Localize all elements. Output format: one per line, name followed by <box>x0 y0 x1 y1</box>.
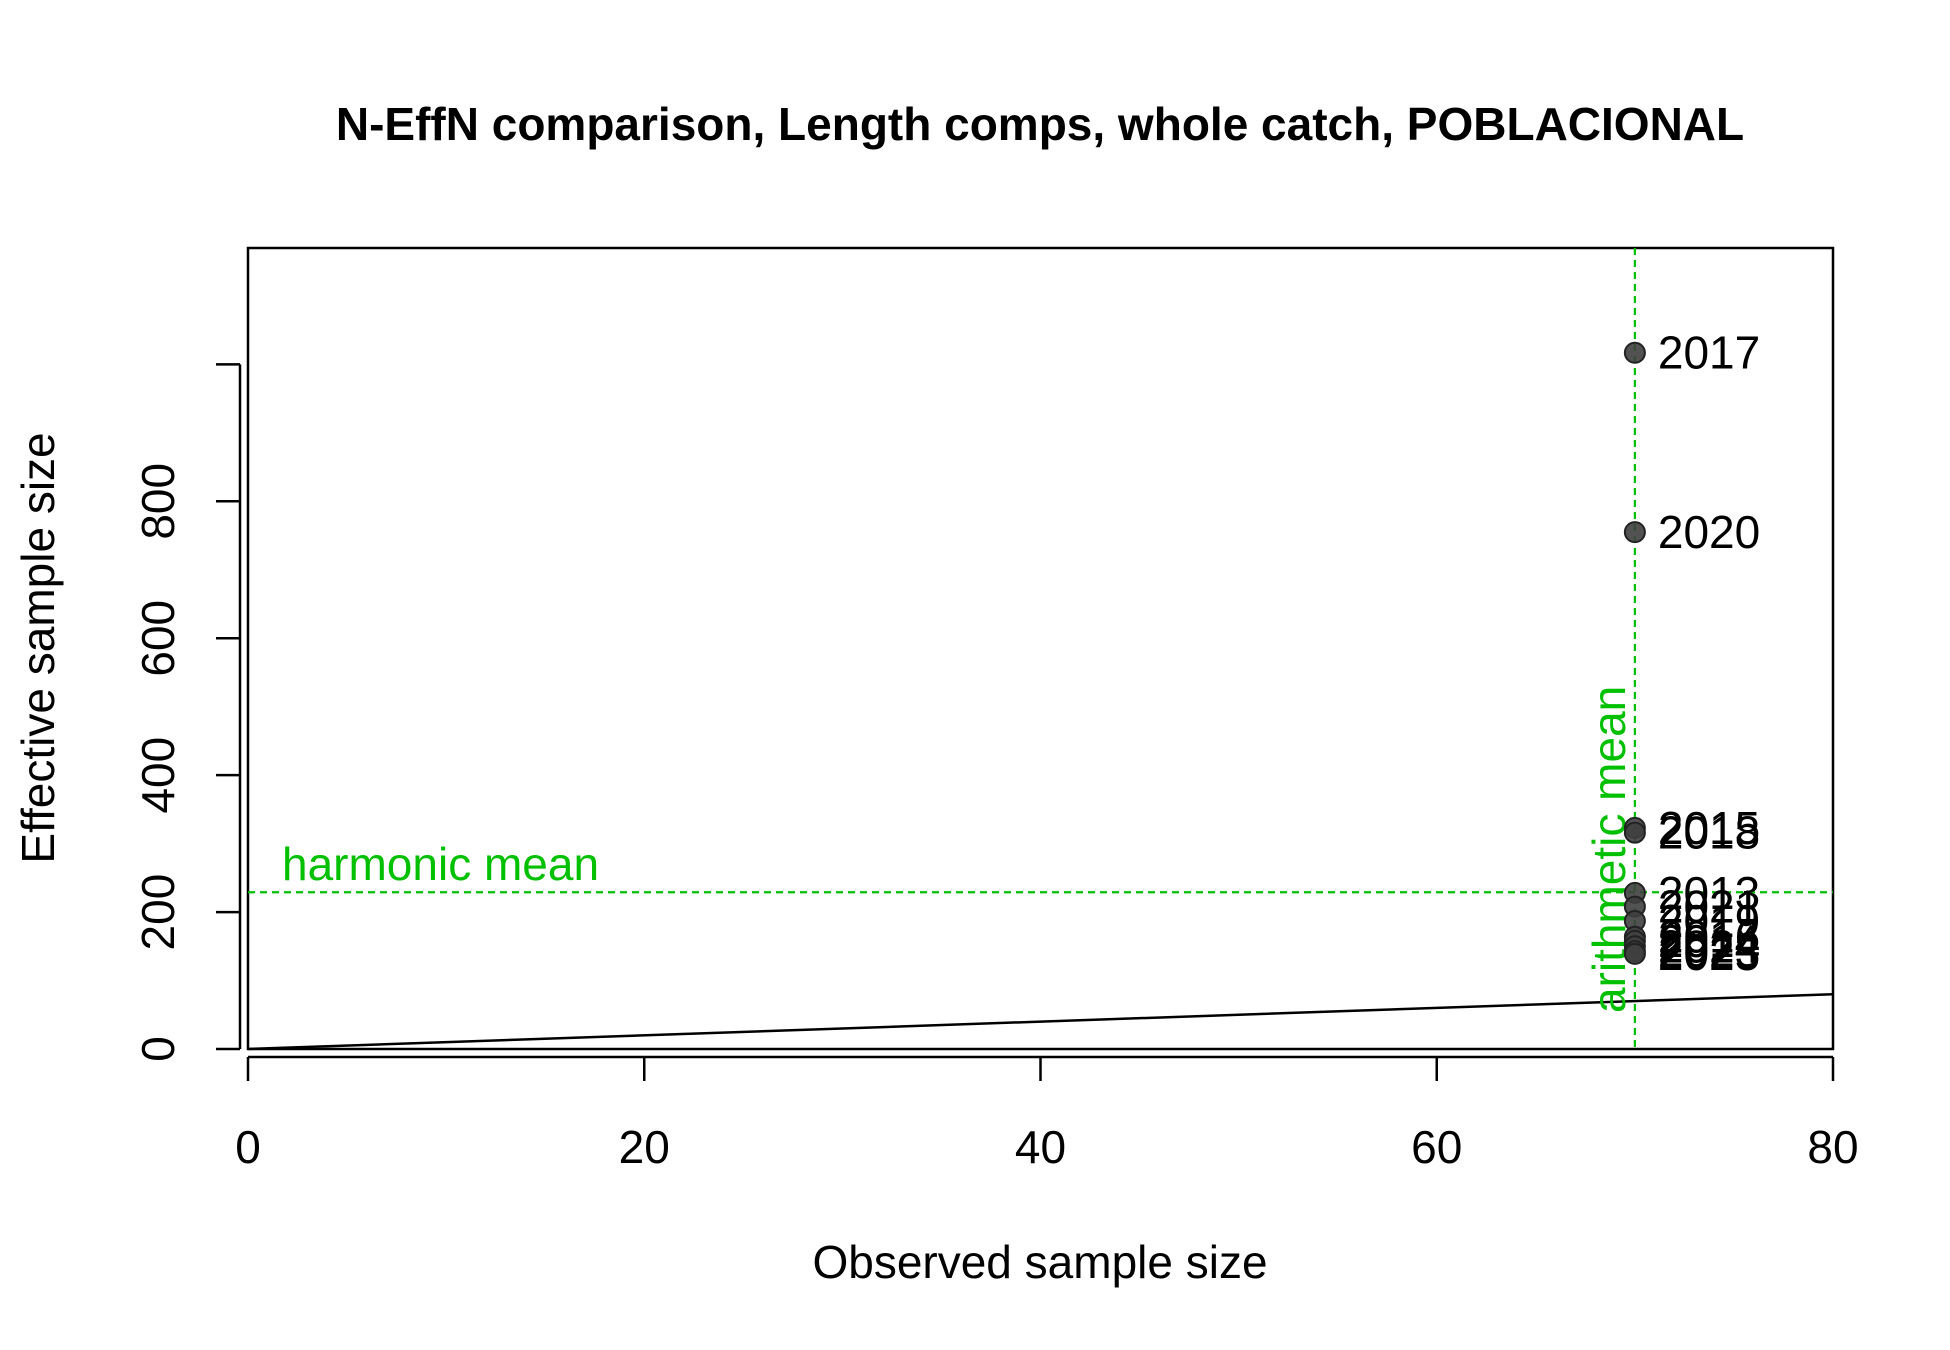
x-axis: 0 20 40 60 80 <box>235 1055 1859 1173</box>
plot-area: harmonic mean arithmetic mean 20172020201… <box>246 246 1835 1051</box>
point-label-2019: 2019 <box>1658 895 1760 947</box>
point-label-2021: 2021 <box>1658 881 1760 933</box>
data-point <box>1623 821 1646 844</box>
x-tick-label: 0 <box>235 1121 261 1173</box>
point-label-2013: 2013 <box>1658 867 1760 919</box>
points-layer <box>1623 341 1646 965</box>
mean-lines-layer: harmonic mean arithmetic mean <box>248 248 1833 1049</box>
point-label-2015: 2015 <box>1658 802 1760 854</box>
data-point <box>1623 942 1646 965</box>
x-axis-title: Observed sample size <box>812 1236 1267 1288</box>
plot-frame <box>246 246 1835 1051</box>
point-label-2025: 2025 <box>1658 928 1760 980</box>
y-tick-label: 800 <box>132 463 184 540</box>
x-tick-label: 40 <box>1015 1121 1066 1173</box>
y-axis: 0 200 400 600 800 <box>132 363 242 1062</box>
y-tick-label: 400 <box>132 737 184 814</box>
point-label-2018: 2018 <box>1658 807 1760 859</box>
x-tick-label: 20 <box>619 1121 670 1173</box>
harmonic-mean-label: harmonic mean <box>282 838 599 890</box>
y-tick-label: 200 <box>132 874 184 951</box>
y-tick-label: 0 <box>132 1036 184 1062</box>
point-label-2016: 2016 <box>1658 911 1760 963</box>
reference-line-layer <box>247 992 1834 1051</box>
point-label-2023: 2023 <box>1658 925 1760 977</box>
y-axis-title: Effective sample size <box>12 432 64 863</box>
chart-title: N-EffN comparison, Length comps, whole c… <box>336 98 1744 150</box>
arithmetic-mean-label: arithmetic mean <box>1583 686 1635 1013</box>
x-tick-label: 80 <box>1807 1121 1858 1173</box>
point-label-2017: 2017 <box>1658 327 1760 379</box>
data-point <box>1623 521 1646 544</box>
one-to-one-line <box>247 992 1834 1051</box>
y-tick-label: 600 <box>132 600 184 677</box>
point-label-2014: 2014 <box>1658 915 1760 967</box>
point-label-2020: 2020 <box>1658 506 1760 558</box>
x-tick-label: 60 <box>1411 1121 1462 1173</box>
data-point <box>1623 341 1646 364</box>
point-label-2024: 2024 <box>1658 920 1760 972</box>
